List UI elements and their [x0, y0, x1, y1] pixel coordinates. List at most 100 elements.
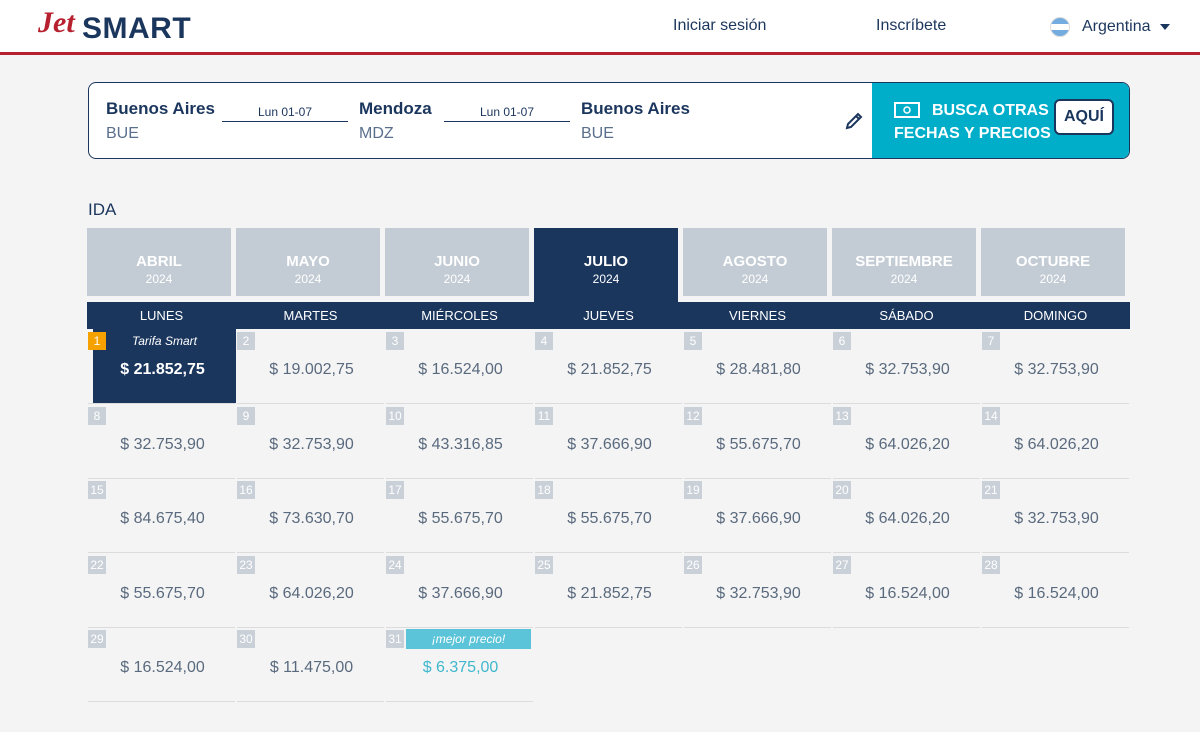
day-price: $ 32.753,90: [716, 584, 801, 602]
day-cell[interactable]: 20 $ 64.026,20: [833, 478, 980, 554]
day-price: $ 16.524,00: [1014, 584, 1099, 602]
day-cell[interactable]: 27 $ 16.524,00: [833, 553, 980, 628]
destination-city: Buenos Aires: [581, 99, 690, 118]
month-tab[interactable]: AGOSTO 2024: [683, 228, 827, 296]
day-cell[interactable]: 15 $ 84.675,40: [88, 478, 235, 554]
month-name: SEPTIEMBRE: [855, 253, 953, 270]
day-number: 14: [982, 406, 1000, 425]
header: Jet SMART Iniciar sesión Inscríbete Arge…: [0, 0, 1200, 55]
day-cell[interactable]: 3 $ 16.524,00: [386, 329, 533, 404]
country-selector[interactable]: Argentina: [1082, 18, 1151, 35]
day-cell[interactable]: 18 $ 55.675,70: [535, 478, 682, 554]
day-price: $ 37.666,90: [567, 435, 652, 453]
day-cell[interactable]: 4 $ 21.852,75: [535, 329, 682, 404]
month-year: 2024: [1039, 272, 1067, 286]
month-name: JULIO: [583, 253, 629, 270]
month-tab[interactable]: JULIO 2024: [534, 228, 678, 302]
day-cell[interactable]: 11 $ 37.666,90: [535, 404, 682, 479]
day-cell[interactable]: 21 $ 32.753,90: [982, 478, 1129, 554]
day-cell[interactable]: 25 $ 21.852,75: [535, 553, 682, 628]
month-tab[interactable]: MAYO 2024: [236, 228, 380, 296]
day-cell[interactable]: 17 $ 55.675,70: [386, 478, 533, 554]
logo-smart[interactable]: SMART: [82, 12, 192, 45]
day-price: $ 32.753,90: [1014, 361, 1099, 378]
date: Lun 01-07: [222, 105, 348, 122]
day-price: $ 11.475,00: [269, 659, 354, 677]
day-price: $ 55.675,70: [567, 510, 652, 528]
weekday-label: JUEVES: [583, 308, 634, 323]
day-number: 2: [237, 332, 255, 350]
month-tab[interactable]: SEPTIEMBRE 2024: [832, 228, 976, 296]
weekday-label: SÁBADO: [879, 308, 934, 323]
day-cell[interactable]: 23 $ 64.026,20: [237, 553, 384, 628]
edit-icon[interactable]: [844, 111, 864, 131]
month-year: 2024: [741, 272, 769, 286]
fare-tag: ¡mejor precio!: [406, 629, 531, 650]
login-link[interactable]: Iniciar sesión: [673, 17, 767, 34]
logo-jet[interactable]: Jet: [38, 6, 75, 39]
day-cell[interactable]: 24 $ 37.666,90: [386, 553, 533, 628]
day-number: 31: [386, 630, 404, 649]
day-price: $ 84.675,40: [120, 510, 205, 528]
day-price: $ 32.753,90: [120, 435, 205, 453]
day-cell[interactable]: 9 $ 32.753,90: [237, 404, 384, 479]
day-price: $ 32.753,90: [1014, 510, 1099, 528]
day-price: $ 55.675,70: [716, 435, 801, 453]
day-price: $ 55.675,70: [120, 584, 205, 602]
day-cell[interactable]: 1 Tarifa Smart $ 21.852,75: [88, 329, 236, 404]
day-number: 19: [684, 481, 702, 500]
month-tab[interactable]: OCTUBRE 2024: [981, 228, 1125, 296]
search-summary: Buenos Aires BUE Lun 01-07 Mendoza MDZ L…: [88, 82, 1130, 159]
weekday-bar: LUNES MARTES MIÉRCOLES JUEVES VIERNES SÁBADO D…: [87, 302, 1130, 329]
day-number: 22: [88, 555, 106, 574]
flag-icon[interactable]: [1050, 17, 1070, 37]
day-number: 24: [386, 555, 404, 574]
day-price: $ 64.026,20: [865, 435, 950, 453]
day-cell[interactable]: 5 $ 28.481,80: [684, 329, 831, 404]
day-cell[interactable]: 16 $ 73.630,70: [237, 478, 384, 554]
day-cell[interactable]: 30 $ 11.475,00: [237, 627, 384, 703]
day-cell[interactable]: 13 $ 64.026,20: [833, 404, 980, 479]
month-tab[interactable]: JUNIO 2024: [385, 228, 529, 296]
weekday-label: VIERNES: [728, 308, 787, 323]
day-cell[interactable]: 7 $ 32.753,90: [982, 329, 1129, 404]
day-cell[interactable]: 19 $ 37.666,90: [684, 478, 831, 554]
day-number: 30: [237, 630, 255, 649]
day-cell[interactable]: 10 $ 43.316,85: [386, 404, 533, 479]
day-cell[interactable]: 2 $ 19.002,75: [237, 329, 384, 404]
dropdown-caret[interactable]: [1160, 24, 1170, 30]
fare-tag: Tarifa Smart: [132, 334, 197, 348]
day-number: 23: [237, 555, 255, 574]
day-cell[interactable]: 29 $ 16.524,00: [88, 627, 235, 703]
day-cell[interactable]: 8 $ 32.753,90: [88, 404, 235, 479]
promo-button[interactable]: AQUÍ: [1054, 99, 1114, 135]
day-number: 9: [237, 406, 255, 425]
day-number: 10: [386, 406, 404, 425]
signup-link[interactable]: Inscríbete: [876, 17, 947, 34]
day-cell[interactable]: 14 $ 64.026,20: [982, 404, 1129, 479]
day-cell[interactable]: 31 ¡mejor precio! $ 6.375,00: [386, 627, 533, 703]
day-number: 1: [88, 332, 106, 350]
month-name: JUNIO: [434, 253, 480, 270]
day-number: 27: [833, 555, 851, 574]
day-price: $ 64.026,20: [865, 510, 950, 528]
day-cell[interactable]: 22 $ 55.675,70: [88, 553, 235, 628]
day-number: 7: [982, 332, 1000, 350]
month-year: 2024: [592, 272, 620, 286]
weekday-label: MARTES: [283, 308, 338, 323]
day-cell[interactable]: 26 $ 32.753,90: [684, 553, 831, 628]
day-cell[interactable]: 6 $ 32.753,90: [833, 329, 980, 404]
weekday-label: LUNES: [139, 308, 184, 323]
day-number: 25: [535, 555, 553, 574]
month-name: ABRIL: [136, 253, 182, 270]
month-tab[interactable]: ABRIL 2024: [87, 228, 231, 296]
day-cell[interactable]: 28 $ 16.524,00: [982, 553, 1129, 628]
day-number: 6: [833, 332, 851, 350]
day-number: 18: [535, 481, 553, 500]
day-cell[interactable]: 12 $ 55.675,70: [684, 404, 831, 479]
day-price: $ 37.666,90: [418, 584, 503, 602]
day-number: 29: [88, 630, 106, 649]
weekday-label: DOMINGO: [1023, 308, 1088, 323]
